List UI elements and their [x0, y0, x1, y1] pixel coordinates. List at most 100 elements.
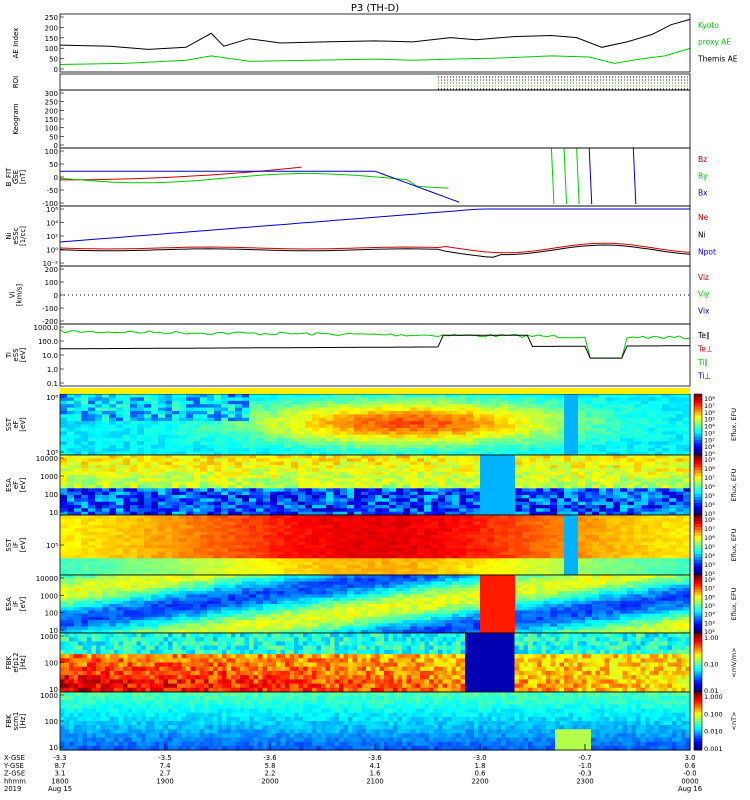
spec-cell [515, 538, 523, 543]
spec-cell [200, 501, 208, 506]
spec-cell [396, 478, 404, 483]
spec-cell [130, 400, 138, 405]
spec-cell [88, 400, 96, 405]
spec-cell [501, 518, 509, 523]
spec-cell [466, 488, 474, 493]
spec-cell [179, 531, 187, 536]
spec-cell [249, 455, 257, 459]
spec-cell [326, 434, 334, 439]
spec-cell [641, 438, 649, 443]
spec-cell [438, 400, 446, 405]
spec-cell [130, 541, 138, 546]
spec-cell [347, 431, 355, 436]
spec-cell [200, 431, 208, 436]
spec-cell [277, 478, 285, 483]
y-tick-label: 0 [54, 142, 58, 150]
spec-cell [368, 531, 376, 536]
spec-cell [403, 558, 411, 563]
spec-cell [340, 535, 348, 539]
spec-cell [60, 414, 68, 419]
spec-cell [550, 441, 558, 446]
spec-cell [333, 521, 341, 526]
spec-cell [158, 481, 166, 486]
spec-cell [214, 458, 222, 463]
spec-cell [599, 441, 607, 446]
spec-cell [60, 438, 68, 443]
spec-cell [340, 438, 348, 443]
spec-cell [186, 498, 194, 503]
spec-cell [235, 545, 243, 549]
spec-cell [235, 427, 243, 432]
spec-cell [144, 461, 152, 466]
spec-cell [564, 538, 572, 543]
spec-cell [158, 525, 166, 529]
spec-cell [137, 400, 145, 405]
spec-cell [396, 444, 404, 449]
spec-cell [410, 434, 418, 439]
spec-cell [585, 505, 593, 509]
spec-cell [452, 407, 460, 412]
spec-cell [375, 434, 383, 439]
spec-cell [200, 407, 208, 412]
y-axis-label: [nT] [19, 170, 27, 184]
spec-cell [326, 414, 334, 419]
spec-cell [67, 541, 75, 546]
spec-cell [270, 485, 278, 489]
spec-cell [277, 475, 285, 479]
spec-cell [501, 498, 509, 503]
spec-cell [606, 511, 614, 516]
spec-cell [368, 558, 376, 563]
spec-cell [676, 404, 684, 409]
spec-cell [298, 421, 306, 426]
spec-cell [347, 424, 355, 429]
spec-cell [627, 498, 635, 503]
spec-cell [536, 397, 544, 402]
spec-cell [501, 538, 509, 543]
spec-cell [214, 404, 222, 409]
spec-cell [326, 481, 334, 486]
spec-cell [263, 448, 271, 453]
spec-cell [305, 518, 313, 523]
y-tick-label: 1000.0 [34, 324, 59, 332]
spec-cell [291, 471, 299, 476]
spec-cell [515, 427, 523, 432]
spec-cell [116, 555, 124, 559]
spec-cell [389, 538, 397, 543]
spec-cell [263, 451, 271, 456]
spec-cell [186, 571, 194, 576]
spec-cell [445, 431, 453, 436]
spec-cell [501, 424, 509, 429]
spec-cell [67, 475, 75, 479]
spec-cell [60, 518, 68, 523]
spec-cell [74, 468, 82, 473]
spec-cell [165, 448, 173, 453]
spec-cell [151, 400, 159, 405]
spec-cell [620, 410, 628, 415]
spec-cell [473, 501, 481, 506]
spec-cell [361, 505, 369, 509]
spec-cell [648, 488, 656, 493]
spec-cell [249, 568, 257, 573]
spec-cell [354, 434, 362, 439]
spec-cell [375, 531, 383, 536]
spec-cell [655, 438, 663, 443]
spec-cell [158, 531, 166, 536]
spec-cell [662, 498, 670, 503]
spec-cell [550, 431, 558, 436]
spec-cell [74, 545, 82, 549]
spec-cell [606, 471, 614, 476]
spec-cell [214, 400, 222, 405]
spec-cell [291, 485, 299, 489]
spec-cell [256, 451, 264, 456]
spec-cell [368, 538, 376, 543]
spec-cell [515, 541, 523, 546]
spec-cell [641, 531, 649, 536]
spec-cell [298, 468, 306, 473]
spec-cell [144, 515, 152, 519]
spec-cell [165, 465, 173, 469]
spec-cell [452, 410, 460, 415]
spec-cell [403, 511, 411, 516]
spec-cell [410, 465, 418, 469]
spec-cell [186, 531, 194, 536]
spec-cell [319, 558, 327, 563]
